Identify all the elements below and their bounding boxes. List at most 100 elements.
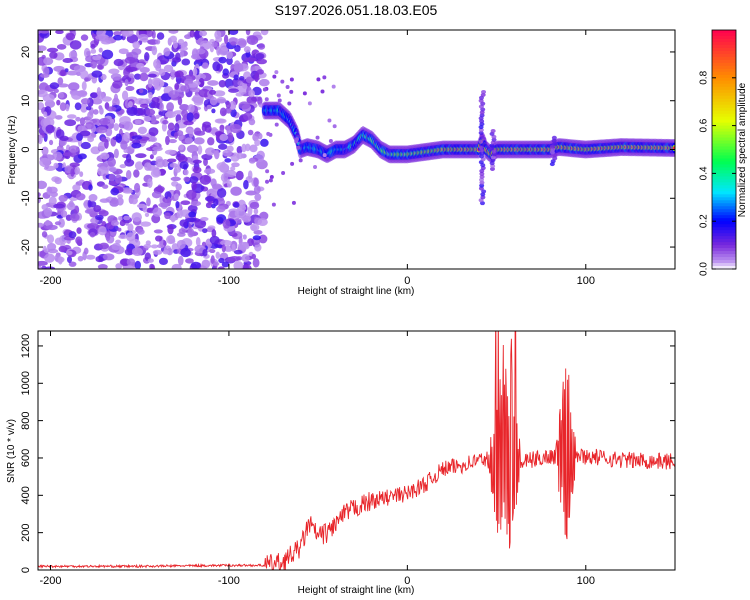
noise-speck — [281, 171, 286, 176]
noise-speck — [168, 139, 177, 144]
noise-speck — [124, 56, 136, 64]
noise-speck — [104, 138, 109, 149]
noise-speck — [202, 249, 208, 257]
noise-speck — [223, 173, 229, 182]
noise-speck — [209, 96, 218, 106]
noise-speck — [164, 111, 177, 119]
y-tick-label: 200 — [20, 523, 32, 541]
noise-speck — [249, 144, 258, 153]
noise-speck — [195, 48, 206, 55]
signal-spike — [478, 98, 484, 103]
noise-speck — [52, 151, 63, 161]
noise-speck — [238, 76, 245, 81]
noise-speck — [253, 229, 263, 235]
noise-speck — [250, 223, 260, 232]
noise-speck — [213, 198, 219, 207]
noise-speck — [191, 181, 198, 191]
signal-spike — [551, 138, 557, 143]
noise-speck — [189, 176, 199, 184]
signal-spike — [490, 158, 496, 163]
noise-speck — [167, 158, 177, 163]
signal-spike — [479, 174, 485, 179]
noise-speck — [41, 146, 49, 156]
noise-speck — [233, 249, 243, 255]
colorbar-cell — [712, 212, 736, 216]
noise-speck — [58, 245, 68, 253]
noise-speck — [170, 69, 177, 78]
noise-speck — [66, 202, 76, 211]
colorbar-cell — [712, 128, 736, 133]
colorbar-cell — [712, 185, 736, 189]
noise-speck — [241, 254, 250, 263]
y-tick-label: 1200 — [20, 334, 32, 358]
signal-spike — [479, 122, 485, 127]
noise-speck — [222, 219, 231, 229]
noise-speck — [183, 169, 189, 176]
noise-speck — [272, 74, 277, 79]
noise-speck — [145, 108, 156, 116]
noise-speck — [150, 102, 161, 109]
noise-speck — [55, 30, 64, 35]
noise-speck — [150, 244, 159, 249]
noise-speck — [134, 119, 142, 125]
colorbar-cell — [712, 152, 736, 157]
colorbar-cell — [712, 98, 736, 103]
colorbar-cell — [712, 188, 736, 192]
noise-speck — [331, 84, 336, 89]
noise-speck — [220, 239, 233, 246]
noise-speck — [98, 210, 109, 217]
noise-speck — [233, 260, 244, 269]
noise-speck — [257, 218, 268, 227]
noise-speck — [44, 266, 56, 269]
noise-speck — [190, 200, 202, 207]
noise-speck — [244, 57, 257, 62]
noise-speck — [79, 171, 84, 177]
noise-speck — [268, 178, 273, 183]
noise-speck — [68, 145, 80, 153]
noise-speck — [45, 124, 55, 134]
signal-spike — [479, 180, 485, 185]
noise-speck — [111, 243, 121, 251]
noise-speck — [193, 137, 205, 145]
noise-speck — [98, 257, 104, 263]
noise-speck — [248, 118, 256, 126]
noise-speck — [189, 30, 195, 38]
snr-x-axis-label: Height of straight line (km) — [298, 585, 415, 596]
noise-speck — [75, 116, 81, 122]
noise-speck — [113, 148, 119, 159]
noise-speck — [149, 136, 158, 143]
noise-speck — [245, 30, 251, 36]
noise-speck — [147, 178, 153, 189]
noise-speck — [192, 80, 201, 86]
noise-speck — [209, 45, 214, 53]
noise-speck — [142, 98, 152, 104]
noise-speck — [179, 219, 188, 227]
noise-speck — [171, 263, 182, 269]
noise-speck — [131, 142, 142, 149]
noise-speck — [186, 112, 194, 122]
colorbar-cell — [712, 77, 736, 82]
noise-speck — [38, 180, 48, 190]
noise-speck — [99, 117, 111, 126]
noise-speck — [235, 170, 244, 181]
noise-speck — [79, 117, 86, 126]
noise-speck — [194, 219, 207, 229]
noise-speck — [49, 82, 60, 90]
noise-speck — [216, 118, 225, 123]
noise-speck — [137, 107, 146, 116]
noise-speck — [134, 182, 141, 193]
colorbar-cell — [712, 47, 736, 52]
colorbar-cell — [712, 137, 736, 142]
colorbar-cell — [712, 53, 736, 58]
noise-speck — [185, 128, 195, 134]
noise-speck — [90, 59, 97, 69]
noise-speck — [57, 83, 69, 88]
colorbar: 0.0 0.2 0.4 0.6 0.8 Normalized spectral ampl… — [699, 29, 748, 276]
noise-speck — [257, 96, 263, 106]
signal-spike — [479, 119, 485, 124]
noise-speck — [118, 234, 128, 240]
noise-speck — [188, 211, 197, 218]
noise-speck — [251, 253, 257, 260]
noise-speck — [231, 162, 240, 168]
